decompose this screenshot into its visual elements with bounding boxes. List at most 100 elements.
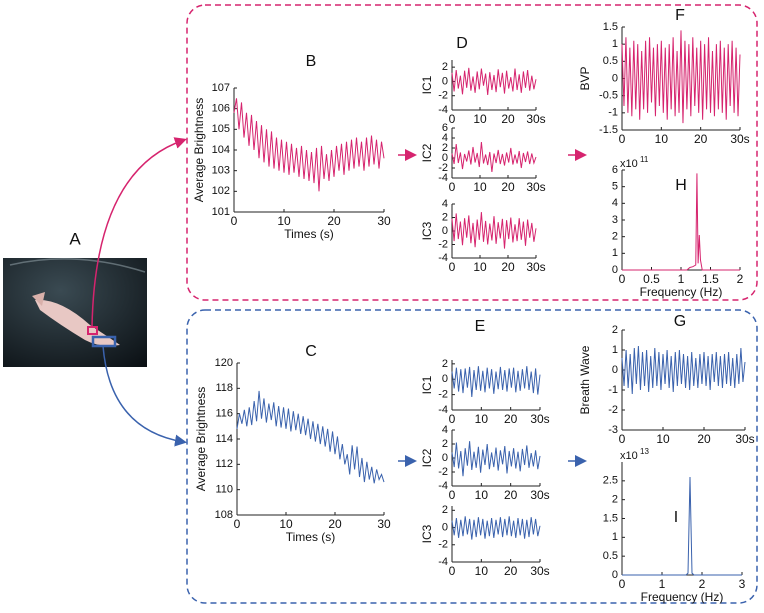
y-tick-label: 2 bbox=[442, 504, 448, 516]
y-multiplier-exp: 13 bbox=[640, 447, 649, 456]
y-tick-label: 1.5 bbox=[603, 21, 618, 33]
y-tick-label: 107 bbox=[212, 82, 230, 94]
y-tick-label: 0 bbox=[442, 452, 448, 464]
x-tick-label: 0.5 bbox=[643, 272, 660, 286]
y-tick-label: 0 bbox=[612, 364, 618, 376]
y-multiplier-exp: 11 bbox=[640, 155, 649, 164]
trace bbox=[451, 141, 537, 173]
x-tick-label: 30 bbox=[377, 214, 391, 228]
trace bbox=[622, 173, 740, 271]
pink-frame bbox=[186, 4, 758, 301]
y-tick-label: 110 bbox=[215, 484, 233, 496]
x-tick-label: 30 bbox=[377, 517, 391, 531]
x-tick-label: 30s bbox=[530, 412, 549, 426]
trace bbox=[622, 477, 742, 576]
x-tick-label: 30s bbox=[730, 132, 749, 146]
y-tick-label: -1 bbox=[608, 384, 618, 396]
y-tick-label: 0 bbox=[612, 264, 618, 276]
y-axis-label: IC1 bbox=[420, 75, 434, 94]
y-tick-label: -2 bbox=[438, 539, 448, 551]
y-tick-label: 1 bbox=[612, 247, 618, 259]
x-tick-label: 0 bbox=[234, 517, 241, 531]
trace bbox=[621, 345, 746, 395]
y-tick-label: 0 bbox=[442, 225, 448, 237]
x-tick-label: 20 bbox=[501, 260, 515, 274]
y-tick-label: 0 bbox=[442, 152, 448, 164]
x-tick-label: 20 bbox=[504, 564, 518, 578]
x-tick-label: 0 bbox=[619, 132, 626, 146]
y-axis-label: IC1 bbox=[420, 375, 434, 394]
x-tick-label: 0 bbox=[619, 432, 626, 446]
y-tick-label: 4 bbox=[442, 198, 448, 210]
panel-label: H bbox=[675, 177, 687, 194]
y-tick-label: 0 bbox=[442, 521, 448, 533]
y-tick-label: 0 bbox=[612, 72, 618, 84]
x-tick-label: 30s bbox=[530, 564, 549, 578]
x-tick-label: 10 bbox=[279, 517, 293, 531]
x-tick-label: 20 bbox=[501, 180, 515, 194]
x-tick-label: 30s bbox=[526, 112, 545, 126]
y-tick-label: 0.5 bbox=[603, 550, 618, 562]
y-tick-label: 0 bbox=[442, 373, 448, 385]
y-tick-label: 2 bbox=[442, 211, 448, 223]
trace bbox=[451, 212, 537, 249]
y-axis-label: IC2 bbox=[420, 448, 434, 467]
y-axis-label: Average Brightness bbox=[192, 98, 206, 203]
y-multiplier: x10 bbox=[620, 158, 638, 170]
x-tick-label: 20 bbox=[694, 132, 708, 146]
y-tick-label: 2 bbox=[612, 494, 618, 506]
trace bbox=[451, 67, 537, 96]
y-tick-label: 103 bbox=[212, 165, 230, 177]
trace bbox=[233, 98, 385, 192]
y-tick-label: 108 bbox=[215, 509, 233, 521]
y-tick-label: -3 bbox=[608, 424, 618, 436]
y-tick-label: -2 bbox=[438, 90, 448, 102]
x-axis-label: Frequency (Hz) bbox=[640, 285, 723, 299]
y-axis-label: IC3 bbox=[420, 524, 434, 543]
x-tick-label: 0 bbox=[449, 180, 456, 194]
panel-label: I bbox=[674, 509, 678, 526]
y-tick-label: 1 bbox=[612, 38, 618, 50]
y-tick-label: -4 bbox=[438, 556, 448, 568]
y-tick-label: 118 bbox=[215, 382, 233, 394]
x-tick-label: 30s bbox=[530, 488, 549, 502]
x-tick-label: 3 bbox=[739, 577, 746, 591]
y-tick-label: 1.5 bbox=[603, 512, 618, 524]
trace bbox=[451, 441, 541, 477]
y-tick-label: 2 bbox=[442, 61, 448, 73]
x-tick-label: 20 bbox=[504, 412, 518, 426]
y-tick-label: -0.5 bbox=[599, 90, 618, 102]
x-tick-label: 0 bbox=[449, 488, 456, 502]
x-tick-label: 30s bbox=[526, 180, 545, 194]
y-axis-label: IC3 bbox=[420, 221, 434, 240]
panel-label: G bbox=[674, 313, 686, 330]
y-tick-label: 1 bbox=[612, 531, 618, 543]
x-tick-label: 10 bbox=[475, 488, 489, 502]
y-tick-label: 120 bbox=[215, 357, 233, 369]
x-tick-label: 0 bbox=[449, 564, 456, 578]
x-tick-label: 0 bbox=[619, 577, 626, 591]
x-tick-label: 1 bbox=[678, 272, 685, 286]
y-tick-label: 0.5 bbox=[603, 55, 618, 67]
x-tick-label: 0 bbox=[449, 260, 456, 274]
trace bbox=[621, 30, 741, 124]
fish-photo bbox=[3, 258, 147, 367]
blue-frame bbox=[186, 309, 758, 604]
y-tick-label: 4 bbox=[612, 197, 618, 209]
y-tick-label: -1.5 bbox=[599, 124, 618, 136]
y-tick-label: -4 bbox=[438, 252, 448, 264]
y-tick-label: 2 bbox=[612, 324, 618, 336]
arrow bbox=[91, 137, 187, 328]
y-tick-label: -4 bbox=[438, 404, 448, 416]
x-tick-label: 10 bbox=[475, 564, 489, 578]
y-tick-label: 2 bbox=[442, 358, 448, 370]
x-tick-label: 10 bbox=[473, 260, 487, 274]
x-tick-label: 10 bbox=[655, 132, 669, 146]
y-tick-label: -2 bbox=[438, 162, 448, 174]
x-tick-label: 0 bbox=[231, 214, 238, 228]
y-tick-label: -2 bbox=[438, 238, 448, 250]
panel-label: B bbox=[306, 53, 317, 70]
y-tick-label: 106 bbox=[212, 103, 230, 115]
x-tick-label: 20 bbox=[501, 112, 515, 126]
